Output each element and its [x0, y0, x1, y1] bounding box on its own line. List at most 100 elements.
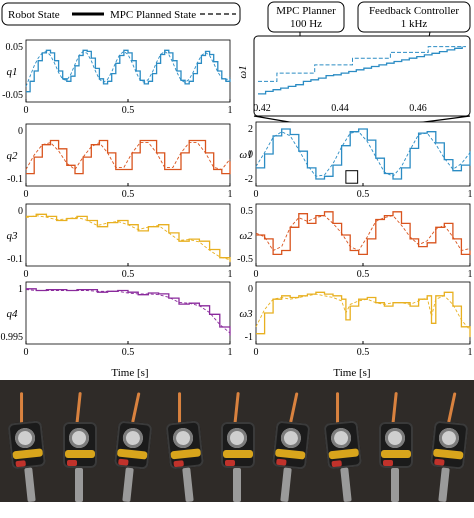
- robot-photo-2: [104, 390, 159, 502]
- series-planned-w1: [255, 131, 471, 177]
- ytick-q2-1: -0.1: [7, 174, 23, 185]
- robot-cable: [233, 391, 240, 427]
- robot-accent2: [117, 458, 129, 466]
- inset-planned-line: [258, 46, 466, 82]
- inset-robot-line: [258, 46, 463, 95]
- robot-photo-3: [157, 390, 212, 502]
- robot-head: [384, 428, 405, 448]
- xtick-q3-1: 0.5: [122, 269, 135, 280]
- robot-photo-8: [420, 390, 474, 502]
- xtick-w1-2: 1: [468, 189, 473, 200]
- ylabel-q4: q4: [7, 308, 19, 320]
- xtick-q3-0: 0: [24, 269, 29, 280]
- mpc-planner-box: [267, 1, 345, 33]
- panel-q3: q30-0.10 0.5 1: [7, 203, 233, 280]
- ytick-w3-1: -1: [245, 332, 253, 343]
- ylabel-w2: ω2: [239, 230, 253, 242]
- legend-mpc-label: MPC Planned State: [110, 9, 196, 21]
- robot-accent2: [433, 458, 445, 466]
- xtick-q3-2: 1: [228, 269, 233, 280]
- ytick-q3-1: -0.1: [7, 254, 23, 265]
- xtick-w1-0: 0: [254, 189, 259, 200]
- inset-xtick-2: 0.46: [409, 103, 427, 114]
- robot-accent2: [224, 460, 235, 466]
- xlabel-left: Time [s]: [111, 367, 148, 379]
- xtick-w2-1: 0.5: [357, 269, 370, 280]
- robot-leg: [279, 467, 292, 502]
- panel-q1: q1 0.05 -0.050 0.5 1: [2, 39, 233, 116]
- ytick-q4-1: 0.995: [1, 332, 24, 343]
- robot-leg: [182, 467, 195, 502]
- inset-xtick-0: 0.42: [253, 103, 271, 114]
- robot-leg: [232, 468, 241, 502]
- robot-photo-7: [373, 391, 417, 502]
- panel-frame-q3: [25, 203, 231, 267]
- robot-photo-4: [215, 391, 259, 502]
- legend-box: [1, 2, 241, 26]
- feedback-controller-box: [357, 1, 471, 33]
- ytick-q2-0: 0: [18, 126, 23, 137]
- xtick-q1-1: 0.5: [122, 105, 135, 116]
- robot-accent2: [382, 460, 393, 466]
- series-robot-w1: [256, 128, 471, 180]
- panel-w3: ω30-10 0.5 1: [239, 281, 473, 358]
- series-planned-q3: [25, 215, 231, 261]
- robot-cable: [391, 391, 398, 427]
- ytick-q1-1: -0.05: [2, 90, 23, 101]
- panel-frame-w3: [255, 281, 471, 345]
- xtick-q4-2: 1: [228, 347, 233, 358]
- zoom-region-box: [345, 170, 359, 184]
- ytick-w1-1: 0: [248, 149, 253, 160]
- robot-accent2: [173, 460, 185, 468]
- robot-photo-strip: [0, 380, 474, 502]
- panel-frame-w1: [255, 121, 471, 187]
- robot-photo-6: [315, 390, 370, 502]
- feedback-controller-rate: 1 kHz: [401, 18, 428, 30]
- ylabel-q2: q2: [7, 150, 19, 162]
- ytick-w1-2: -2: [245, 174, 253, 185]
- mpc-planner-rate: 100 Hz: [290, 18, 322, 30]
- mpc-planner-label: MPC Planner: [276, 5, 336, 17]
- xtick-q4-0: 0: [24, 347, 29, 358]
- robot-accent2: [331, 460, 343, 468]
- ylabel-w1: ω1: [239, 149, 252, 161]
- xtick-q2-1: 0.5: [122, 189, 135, 200]
- xtick-w3-1: 0.5: [357, 347, 370, 358]
- robot-accent2: [275, 458, 287, 466]
- series-robot-w2: [256, 211, 471, 256]
- inset-xtick-1: 0.44: [331, 103, 349, 114]
- robot-head: [68, 428, 89, 448]
- robot-photo-0: [0, 390, 54, 502]
- robot-accent2: [15, 460, 27, 468]
- robot-leg: [390, 468, 399, 502]
- panel-frame-w2: [255, 203, 471, 267]
- inset-ylabel: ω1: [237, 65, 249, 78]
- robot-leg: [24, 467, 37, 502]
- ytick-q4-0: 1: [18, 284, 23, 295]
- robot-leg: [121, 467, 134, 502]
- legend: Robot State MPC Planned State: [1, 2, 241, 26]
- panel-frame-q4: [25, 281, 231, 345]
- ylabel-q3: q3: [7, 230, 19, 242]
- xtick-q1-0: 0: [24, 105, 29, 116]
- panel-w2: ω2 0.5 -0.50 0.5 1: [237, 203, 473, 280]
- robot-leg: [340, 467, 352, 502]
- xtick-q4-1: 0.5: [122, 347, 135, 358]
- ytick-w2-1: -0.5: [237, 254, 253, 265]
- xtick-w3-0: 0: [254, 347, 259, 358]
- series-planned-q4: [25, 289, 231, 334]
- inset-zoom-panel: ω1 0.42 0.44 0.46: [237, 35, 471, 144]
- robot-photo-1: [57, 391, 101, 502]
- caption-band: [0, 502, 474, 518]
- robot-cable: [75, 391, 82, 427]
- series-robot-q1: [26, 49, 231, 93]
- series-robot-q4: [26, 288, 231, 336]
- ytick-w1-0: 2: [248, 124, 253, 135]
- robot-leg: [437, 467, 450, 502]
- ylabel-q1: q1: [7, 66, 18, 78]
- series-robot-q2: [26, 139, 231, 175]
- panel-q2: q20-0.10 0.5 1: [7, 123, 233, 200]
